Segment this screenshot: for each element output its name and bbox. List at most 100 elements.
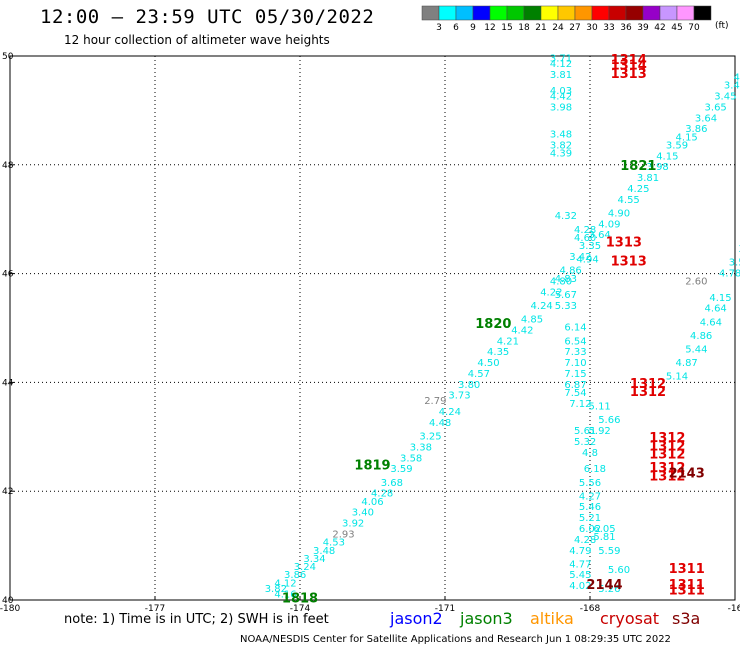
colorbar-cell: [608, 5, 627, 21]
swh-value: 7.33: [564, 347, 586, 358]
swh-value: 5.33: [555, 301, 577, 312]
legend-altika: altika: [530, 609, 574, 628]
colorbar-label: 6: [453, 23, 459, 33]
swh-value: 3.64: [695, 113, 717, 124]
colorbar-label: 12: [484, 23, 495, 33]
swh-value: 3.34: [303, 554, 325, 565]
swh-value: 4.79: [569, 546, 591, 557]
colorbar-cell: [523, 5, 542, 21]
x-tick-label: -177: [145, 604, 165, 614]
legend-jason2: jason2: [390, 609, 443, 628]
swh-value: 3.65: [705, 102, 727, 113]
colorbar-label: 18: [518, 23, 530, 33]
swh-value: 3.25: [419, 432, 441, 443]
colorbar-cell: [676, 5, 695, 21]
legend-cryosat: cryosat: [600, 609, 660, 628]
swh-value: 3.82: [550, 140, 572, 151]
colorbar-label: 15: [501, 23, 512, 33]
swh-value: 3.71: [550, 53, 572, 64]
track-time-label: 1312: [649, 461, 685, 476]
swh-value: 3.86: [685, 124, 707, 135]
swh-value: 3.24: [294, 562, 316, 573]
colorbar-units: (ft): [715, 21, 729, 31]
swh-value: 4.15: [676, 132, 698, 143]
swh-value: 5.92: [589, 426, 611, 437]
track-time-label: 1312: [649, 439, 685, 454]
chart-subtitle: 12 hour collection of altimeter wave hei…: [64, 33, 330, 47]
y-tick-label: 44: [2, 378, 14, 388]
swh-value: 4.64: [705, 304, 727, 315]
swh-value: 4.03: [550, 86, 572, 97]
swh-value: 3.45: [714, 92, 736, 103]
track-time-label: 1820: [475, 317, 511, 332]
swh-value: 4.35: [487, 347, 509, 358]
swh-value: 4.22: [540, 287, 562, 298]
track-time-label: 1819: [354, 458, 390, 473]
swh-value: 5.14: [666, 372, 688, 383]
swh-value: 5.56: [579, 478, 601, 489]
swh-value: 3.59: [666, 140, 688, 151]
swh-value: 4.21: [497, 336, 519, 347]
swh-value: 5.66: [598, 415, 620, 426]
swh-value: 5.26: [598, 584, 620, 595]
colorbar-label: 70: [688, 23, 700, 33]
track-time-label: 1313: [611, 254, 647, 269]
colorbar-cell: [540, 5, 559, 21]
swh-value: 3.82: [265, 584, 287, 595]
swh-value: 4.16: [274, 589, 296, 600]
swh-value: 5.21: [579, 513, 601, 524]
swh-value: 4.77: [569, 559, 591, 570]
swh-value: 4.02: [569, 581, 591, 592]
swh-value: 4.32: [555, 211, 577, 222]
track-time-label: 1311: [669, 562, 705, 577]
swh-value: 5.59: [598, 546, 620, 557]
colorbar-cell: [574, 5, 593, 21]
swh-value: 6.05: [593, 524, 615, 535]
swh-value: 3.80: [458, 380, 480, 391]
colorbar-cell: [659, 5, 678, 21]
swh-value: 3.86: [284, 570, 306, 581]
swh-value: 7.54: [564, 388, 586, 399]
swh-value: 3.68: [381, 478, 403, 489]
track-time-label: 1312: [630, 377, 666, 392]
swh-value: 4.12: [550, 59, 572, 70]
legend-s3a: s3a: [672, 609, 701, 628]
swh-value: 4.15: [709, 293, 731, 304]
colorbar-label: 39: [637, 23, 649, 33]
y-tick-label: 48: [2, 161, 14, 171]
swh-value: 5.46: [579, 502, 601, 513]
footer-credit: NOAA/NESDIS Center for Satellite Applica…: [240, 634, 671, 645]
swh-value: 4.78: [719, 268, 740, 279]
swh-value: 3.81: [637, 173, 659, 184]
colorbar-label: 33: [603, 23, 614, 33]
colorbar-cell: [489, 5, 508, 21]
swh-value: 7.10: [564, 358, 586, 369]
swh-value: 4.25: [627, 184, 649, 195]
track-time-label: 1314: [611, 53, 647, 68]
swh-value: 4.8: [582, 448, 598, 459]
colorbar-cell: [438, 5, 457, 21]
swh-value: 4.86: [560, 266, 582, 277]
chart-title: 12:00 — 23:59 UTC 05/30/2022: [40, 6, 375, 28]
swh-value: 6.18: [584, 464, 606, 475]
colorbar-cell: [625, 5, 644, 21]
swh-value: 6.54: [564, 336, 586, 347]
swh-value: 4.50: [477, 358, 499, 369]
swh-value: 4.55: [618, 195, 640, 206]
colorbar-cell: [591, 5, 610, 21]
swh-value: 5.11: [589, 402, 611, 413]
colorbar-label: 30: [586, 23, 598, 33]
track-time-label: 1311: [669, 578, 705, 593]
colorbar-cell: [421, 5, 440, 21]
x-tick-label: -174: [290, 604, 311, 614]
y-tick-label: 42: [2, 487, 13, 497]
swh-value: 5.60: [608, 565, 630, 576]
track-time-label: 1311: [669, 584, 705, 599]
colorbar-cell: [693, 5, 712, 21]
swh-value: 4.09: [598, 219, 620, 230]
swh-value: 5.61: [574, 426, 596, 437]
swh-value: 4.64: [700, 317, 722, 328]
swh-value: 4.86: [690, 331, 712, 342]
colorbar-label: 21: [535, 23, 546, 33]
